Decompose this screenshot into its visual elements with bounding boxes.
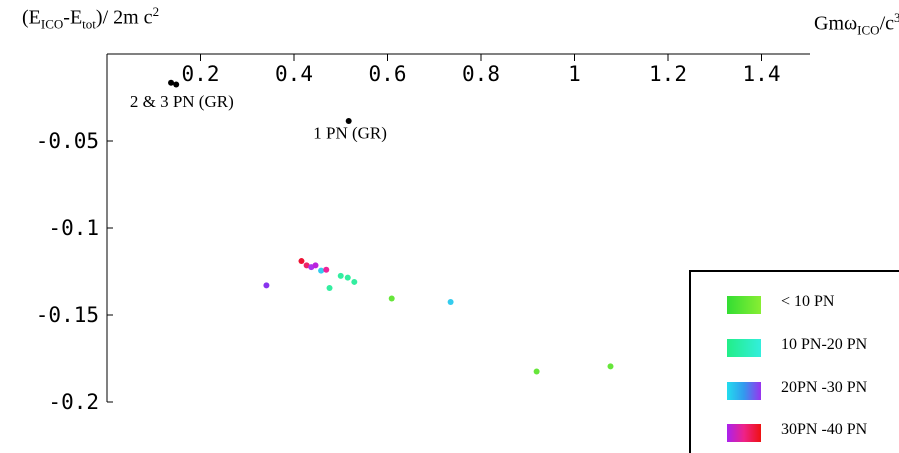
data-point — [345, 117, 352, 124]
data-point — [312, 262, 319, 269]
legend-item: 10 PN-20 PN — [727, 335, 897, 361]
x-tick-label: 0.6 — [369, 62, 407, 86]
legend: < 10 PN 10 PN-20 PN 20PN -30 PN 30PN -40… — [689, 270, 899, 453]
x-tick-label: 1.4 — [743, 62, 781, 86]
data-point — [168, 79, 175, 86]
x-tick-label: 0.2 — [182, 62, 220, 86]
x-ticks: 0.2 0.4 0.6 0.8 1 1.2 1.4 — [182, 54, 781, 86]
x-tick-label: 1 — [568, 62, 581, 86]
data-point — [337, 272, 344, 279]
data-point — [351, 278, 358, 285]
legend-swatch — [727, 382, 761, 400]
data-point — [298, 258, 305, 265]
annotation-label: 1 PN (GR) — [313, 123, 387, 142]
legend-item: 30PN -40 PN — [727, 420, 897, 446]
y-ticks: -0.05 -0.1 -0.15 -0.2 — [36, 129, 113, 414]
data-point — [323, 266, 330, 273]
x-tick-label: 0.4 — [275, 62, 313, 86]
data-point — [533, 368, 540, 375]
x-tick-label: 0.8 — [462, 62, 500, 86]
legend-label: 20PN -30 PN — [781, 379, 868, 396]
y-tick-label: -0.05 — [36, 129, 99, 153]
y-tick-label: -0.1 — [48, 216, 99, 240]
data-point — [344, 274, 351, 281]
data-point — [388, 295, 395, 302]
legend-label: 10 PN-20 PN — [781, 336, 868, 353]
data-point — [303, 262, 310, 269]
legend-item: 20PN -30 PN — [727, 378, 897, 404]
data-point — [607, 363, 614, 370]
data-point — [447, 298, 454, 305]
x-axis-label: GmωICO/c3 — [814, 10, 899, 38]
y-tick-label: -0.15 — [36, 303, 99, 327]
legend-swatch — [727, 339, 761, 357]
legend-item: < 10 PN — [727, 292, 897, 318]
legend-swatch — [727, 296, 761, 314]
data-point — [326, 285, 333, 292]
data-points — [168, 79, 614, 375]
x-tick-label: 1.2 — [649, 62, 687, 86]
legend-label: < 10 PN — [781, 293, 835, 310]
y-axis-label: (EICO-Etot)/ 2m c2 — [22, 4, 160, 32]
data-point — [263, 282, 270, 289]
y-tick-label: -0.2 — [48, 390, 99, 414]
data-point — [173, 81, 180, 88]
legend-swatch — [727, 424, 761, 442]
annotations: 2 & 3 PN (GR) 1 PN (GR) — [130, 92, 387, 142]
legend-label: 30PN -40 PN — [781, 421, 868, 438]
data-point — [318, 267, 325, 274]
annotation-label: 2 & 3 PN (GR) — [130, 92, 234, 111]
